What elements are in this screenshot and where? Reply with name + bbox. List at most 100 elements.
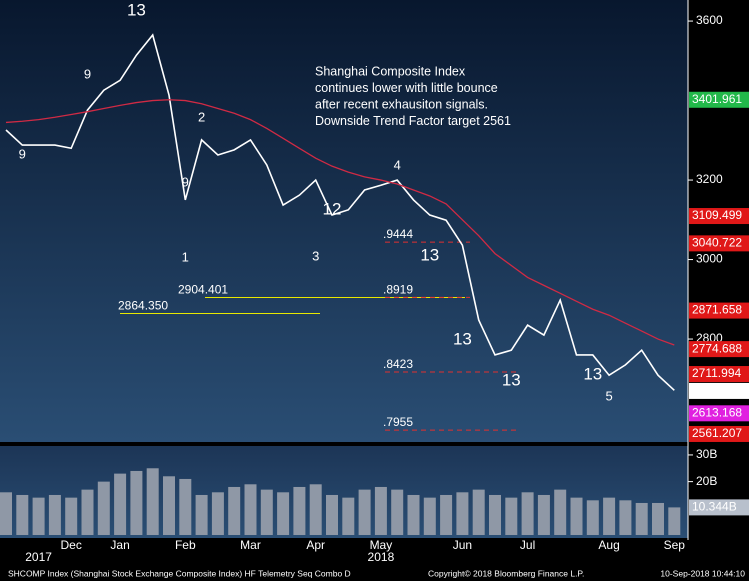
- volume-bar: [293, 486, 306, 535]
- annotation-line: Shanghai Composite Index: [315, 64, 466, 78]
- volume-bar: [374, 486, 387, 535]
- td-count: 9: [19, 146, 26, 161]
- volume-bar: [130, 470, 143, 535]
- price-label-box: [689, 208, 749, 225]
- volume-bar: [505, 497, 518, 535]
- price-label-box: [689, 341, 749, 358]
- volume-bar: [163, 476, 175, 535]
- volume-bar: [635, 502, 648, 535]
- volume-bar: [179, 478, 192, 535]
- x-tick-label: Aug: [598, 538, 619, 552]
- volume-bar: [195, 494, 208, 535]
- x-tick-label: Jun: [453, 538, 472, 552]
- td-count: 13: [502, 371, 521, 390]
- volume-bar: [146, 468, 159, 535]
- annotation-line: Downside Trend Factor target 2561: [315, 114, 511, 128]
- footer-center: Copyright© 2018 Bloomberg Finance L.P.: [428, 568, 584, 578]
- volume-bar: [472, 489, 485, 535]
- td-count: 13: [127, 1, 146, 20]
- annotation: Shanghai Composite Index continues lower …: [315, 64, 511, 128]
- price-label: 2774.688: [692, 341, 742, 355]
- x-tick-label: Mar: [240, 538, 261, 552]
- volume-bar: [0, 492, 12, 535]
- y-tick-label: 20B: [696, 474, 717, 488]
- level-label: .9444: [383, 227, 413, 241]
- volume-bar: [309, 484, 322, 535]
- level-label: .7955: [383, 415, 413, 429]
- td-count: 5: [605, 389, 612, 404]
- volume-bar: [48, 494, 61, 535]
- price-label-box: [689, 366, 749, 383]
- td-count: 1: [182, 249, 189, 264]
- volume-bar: [326, 494, 338, 535]
- volume-bar: [521, 492, 534, 535]
- x-tick-label: Apr: [306, 538, 325, 552]
- x-tick-label: Jan: [110, 538, 129, 552]
- volume-bar: [65, 497, 78, 535]
- level-label: .8919: [383, 282, 413, 296]
- volume-bar: [277, 492, 290, 535]
- x-tick-label: Feb: [175, 538, 196, 552]
- volume-bar: [342, 497, 355, 535]
- y-tick-label: 3200: [696, 172, 723, 186]
- volume-bar: [537, 494, 550, 535]
- volume-bar: [358, 489, 371, 535]
- y-tick-label: 3000: [696, 252, 723, 266]
- volume-bar: [16, 494, 29, 535]
- td-count: 9: [182, 175, 189, 190]
- price-label: 2613.168: [692, 405, 742, 419]
- volume-bar: [81, 489, 94, 535]
- volume-label-box: [689, 499, 749, 516]
- x-tick-label: Dec: [61, 538, 82, 552]
- volume-bar: [391, 489, 404, 535]
- td-count: 13: [420, 245, 439, 264]
- price-label-box: [689, 405, 749, 422]
- price-label-box: [689, 302, 749, 319]
- volume-bar: [456, 492, 469, 535]
- level-label: 2904.401: [178, 283, 228, 297]
- x-tick-label: May: [370, 538, 393, 552]
- price-panel: [0, 0, 688, 442]
- volume-bar: [652, 502, 664, 535]
- price-label-box: [689, 235, 749, 252]
- year-label: 2018: [368, 550, 395, 564]
- price-label: 3040.722: [692, 236, 742, 250]
- price-label-box: [689, 382, 749, 399]
- price-label-box: [689, 91, 749, 108]
- volume-bar: [244, 484, 257, 535]
- annotation-line: continues lower with little bounce: [315, 81, 498, 95]
- price-label: 3401.961: [692, 92, 742, 106]
- price-label-box: [689, 425, 749, 442]
- volume-label: 10.344B: [692, 500, 737, 514]
- moving-average: [5, 99, 675, 346]
- td-count: 9: [84, 67, 91, 82]
- volume-bar: [554, 489, 567, 535]
- price-label: 2561.207: [692, 426, 742, 440]
- volume-bar: [586, 500, 599, 535]
- price-label: 2871.658: [692, 303, 742, 317]
- volume-bar: [423, 497, 436, 535]
- volume-bar: [260, 489, 273, 535]
- td-count: 3: [312, 249, 319, 264]
- volume-bar: [440, 494, 453, 535]
- td-count: 12: [323, 199, 342, 218]
- volume-bar: [228, 486, 241, 535]
- price-label: 2669.485: [692, 383, 742, 397]
- x-tick-label: Sep: [664, 538, 686, 552]
- volume-bar: [114, 473, 127, 535]
- level-label: .8423: [383, 357, 413, 371]
- year-label: 2017: [25, 550, 52, 564]
- price-label: 3109.499: [692, 208, 742, 222]
- td-count: 2: [198, 109, 205, 124]
- volume-bar: [570, 497, 583, 535]
- footer-left: SHCOMP Index (Shanghai Stock Exchange Co…: [8, 568, 351, 578]
- volume-bar: [211, 492, 224, 535]
- td-count: 4: [394, 158, 401, 173]
- td-count: 13: [583, 365, 602, 384]
- volume-bar: [603, 497, 616, 535]
- td-count: 13: [453, 330, 472, 349]
- volume-bar: [619, 500, 632, 535]
- volume-bar: [97, 481, 110, 535]
- annotation-line: after recent exhausiton signals.: [315, 97, 488, 111]
